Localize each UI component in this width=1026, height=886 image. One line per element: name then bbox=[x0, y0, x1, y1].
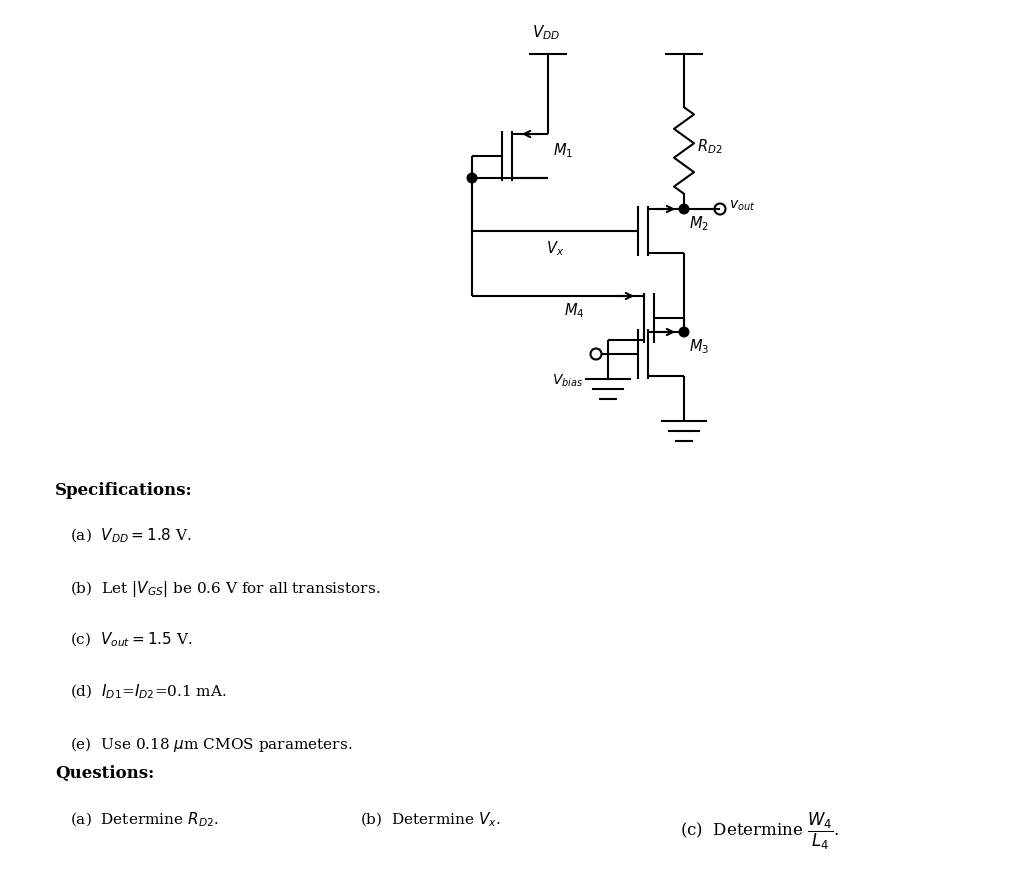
Text: (b)  Determine $V_x$.: (b) Determine $V_x$. bbox=[360, 810, 501, 828]
Text: Specifications:: Specifications: bbox=[55, 481, 193, 499]
Text: $M_1$: $M_1$ bbox=[553, 142, 574, 160]
Text: (a)  $V_{DD} = 1.8$ V.: (a) $V_{DD} = 1.8$ V. bbox=[70, 526, 192, 545]
Text: (b)  Let $|V_{GS}|$ be 0.6 V for all transistors.: (b) Let $|V_{GS}|$ be 0.6 V for all tran… bbox=[70, 579, 381, 598]
Text: $V_x$: $V_x$ bbox=[546, 238, 564, 258]
Circle shape bbox=[467, 174, 477, 183]
Text: $V_{bias}$: $V_{bias}$ bbox=[552, 373, 584, 389]
Text: (d)  $I_{D1}$=$I_{D2}$=0.1 mA.: (d) $I_{D1}$=$I_{D2}$=0.1 mA. bbox=[70, 682, 227, 701]
Text: $R_{D2}$: $R_{D2}$ bbox=[697, 137, 722, 156]
Text: Questions:: Questions: bbox=[55, 764, 154, 781]
Text: $M_4$: $M_4$ bbox=[564, 301, 585, 320]
Text: $M_3$: $M_3$ bbox=[689, 338, 709, 356]
Text: (c)  $V_{out} = 1.5$ V.: (c) $V_{out} = 1.5$ V. bbox=[70, 630, 193, 649]
Text: $v_{out}$: $v_{out}$ bbox=[729, 198, 755, 213]
Text: $V_{DD}$: $V_{DD}$ bbox=[531, 23, 560, 42]
Circle shape bbox=[679, 205, 688, 214]
Text: (a)  Determine $R_{D2}$.: (a) Determine $R_{D2}$. bbox=[70, 810, 219, 828]
Text: $M_2$: $M_2$ bbox=[689, 214, 709, 233]
Circle shape bbox=[679, 328, 688, 338]
Text: (c)  Determine $\dfrac{W_4}{L_4}$.: (c) Determine $\dfrac{W_4}{L_4}$. bbox=[680, 810, 839, 851]
Text: (e)  Use 0.18 $\mu$m CMOS parameters.: (e) Use 0.18 $\mu$m CMOS parameters. bbox=[70, 734, 352, 753]
